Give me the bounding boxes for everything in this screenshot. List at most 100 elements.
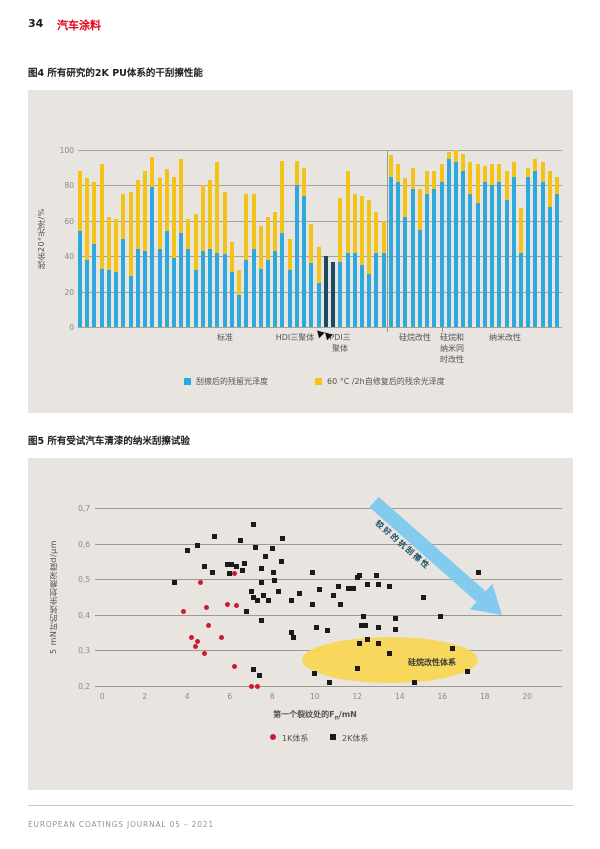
bar-reflow-gloss (446, 151, 451, 159)
scatter-point-2K体系 (254, 598, 260, 604)
axis-tick (387, 327, 388, 332)
bar-scratch-gloss (482, 181, 487, 327)
bar-reflow-gloss (338, 197, 343, 262)
bar-scratch-gloss (237, 295, 242, 327)
bar-scratch-gloss (121, 238, 126, 327)
scatter-point-2K体系 (297, 590, 303, 596)
bar-reflow-gloss (273, 211, 278, 251)
bar-scratch-gloss (244, 259, 249, 327)
y-tick-label: 0,5 (78, 575, 90, 585)
scatter-point-2K体系 (475, 569, 481, 575)
bar-scratch-gloss (251, 249, 256, 327)
scatter-point-2K体系 (201, 564, 207, 570)
scatter-point-2K体系 (393, 626, 399, 632)
scatter-point-2K体系 (233, 564, 239, 570)
scatter-point-2K体系 (250, 667, 256, 673)
footer-divider (28, 805, 573, 806)
bar-reflow-gloss (374, 211, 379, 253)
bar-reflow-gloss (511, 162, 516, 177)
bar-scratch-gloss (417, 229, 422, 327)
bar-scratch-gloss (331, 261, 336, 327)
scatter-point-2K体系 (259, 580, 265, 586)
scatter-point-1K体系 (195, 639, 201, 644)
bar-scratch-gloss (468, 194, 473, 327)
bar-scratch-gloss (265, 259, 270, 327)
bar-scratch-gloss (475, 203, 480, 327)
bar-reflow-gloss (461, 153, 466, 172)
bar-scratch-gloss (316, 282, 321, 327)
y-tick-label: 40 (64, 252, 74, 262)
bar-reflow-gloss (150, 157, 155, 188)
section-title: 汽车涂料 (57, 19, 101, 32)
bar-reflow-gloss (251, 194, 256, 250)
bar-scratch-gloss (425, 194, 430, 327)
scatter-point-2K体系 (365, 582, 371, 588)
x-tick-label: 12 (352, 692, 363, 701)
scatter-point-1K体系 (254, 683, 260, 689)
gridline (78, 150, 562, 151)
scatter-point-2K体系 (227, 571, 233, 577)
scatter-point-2K体系 (269, 546, 275, 552)
scatter-point-2K体系 (257, 672, 263, 678)
gridline (78, 185, 562, 187)
bar-reflow-gloss (439, 164, 444, 182)
scatter-point-2K体系 (212, 533, 218, 539)
scatter-point-2K体系 (240, 567, 246, 573)
bar-scratch-gloss (547, 206, 552, 327)
scatter-point-2K体系 (237, 537, 243, 543)
x-group-label: HDI三聚体 (275, 333, 315, 342)
x-tick-label: 14 (395, 692, 405, 701)
bar-reflow-gloss (208, 180, 213, 250)
bar-scratch-gloss (323, 256, 328, 327)
x-tick-label: 8 (269, 692, 275, 701)
y-tick-label: 0,7 (78, 504, 90, 513)
bar-reflow-gloss (555, 176, 560, 195)
bar-scratch-gloss (374, 252, 379, 327)
scatter-point-2K体系 (337, 601, 343, 607)
bar-reflow-gloss (215, 162, 220, 253)
y-tick-label: 0,2 (78, 682, 90, 691)
x-group-label: 标准 (217, 333, 233, 342)
bar-scratch-gloss (446, 158, 451, 327)
bar-scratch-gloss (200, 250, 205, 327)
scatter-point-2K体系 (376, 640, 382, 646)
bar-scratch-gloss (403, 217, 408, 327)
bar-reflow-gloss (475, 164, 480, 204)
scatter-point-2K体系 (288, 598, 294, 604)
gridline (95, 579, 562, 581)
silane-highlight-ellipse (302, 637, 478, 683)
scatter-point-2K体系 (346, 585, 352, 591)
scatter-point-2K体系 (314, 624, 320, 630)
scatter-point-2K体系 (373, 573, 379, 579)
scatter-point-2K体系 (271, 578, 277, 584)
bar-scratch-gloss (345, 252, 350, 327)
y-tick-label: 60 (64, 216, 74, 226)
scatter-point-1K体系 (180, 608, 186, 614)
bar-scratch-gloss (439, 181, 444, 327)
bar-scratch-gloss (504, 199, 509, 327)
gridline (95, 543, 562, 545)
scatter-point-2K体系 (316, 587, 322, 593)
scatter-point-2K体系 (376, 582, 382, 588)
scatter-point-1K体系 (189, 635, 195, 641)
scatter-point-1K体系 (197, 580, 203, 586)
bar-scratch-gloss (179, 233, 184, 327)
bar-reflow-gloss (143, 171, 148, 251)
bar-reflow-gloss (453, 150, 458, 163)
y-tick-label: 80 (64, 181, 74, 191)
bar-reflow-gloss (114, 219, 119, 273)
bar-scratch-gloss (367, 273, 372, 327)
bar-scratch-gloss (511, 176, 516, 327)
bar-scratch-gloss (92, 243, 97, 327)
fig4-plot: 0 20 40 60 80 100 标准 HDI三聚体 PDI三 聚体 硅烷改性 硅烷和 纳米同 时… (28, 90, 573, 413)
bar-reflow-gloss (490, 164, 495, 186)
bar-reflow-gloss (200, 185, 205, 251)
x-tick-label: 16 (437, 692, 448, 701)
bar-scratch-gloss (280, 233, 285, 327)
bar-scratch-gloss (453, 162, 458, 327)
bar-scratch-gloss (302, 196, 307, 327)
scatter-point-2K体系 (229, 562, 235, 568)
scatter-point-2K体系 (250, 521, 256, 527)
fig4-title: 图4 所有研究的2K PU体系的干刮擦性能 (28, 68, 203, 79)
bar-scratch-gloss (157, 249, 162, 327)
